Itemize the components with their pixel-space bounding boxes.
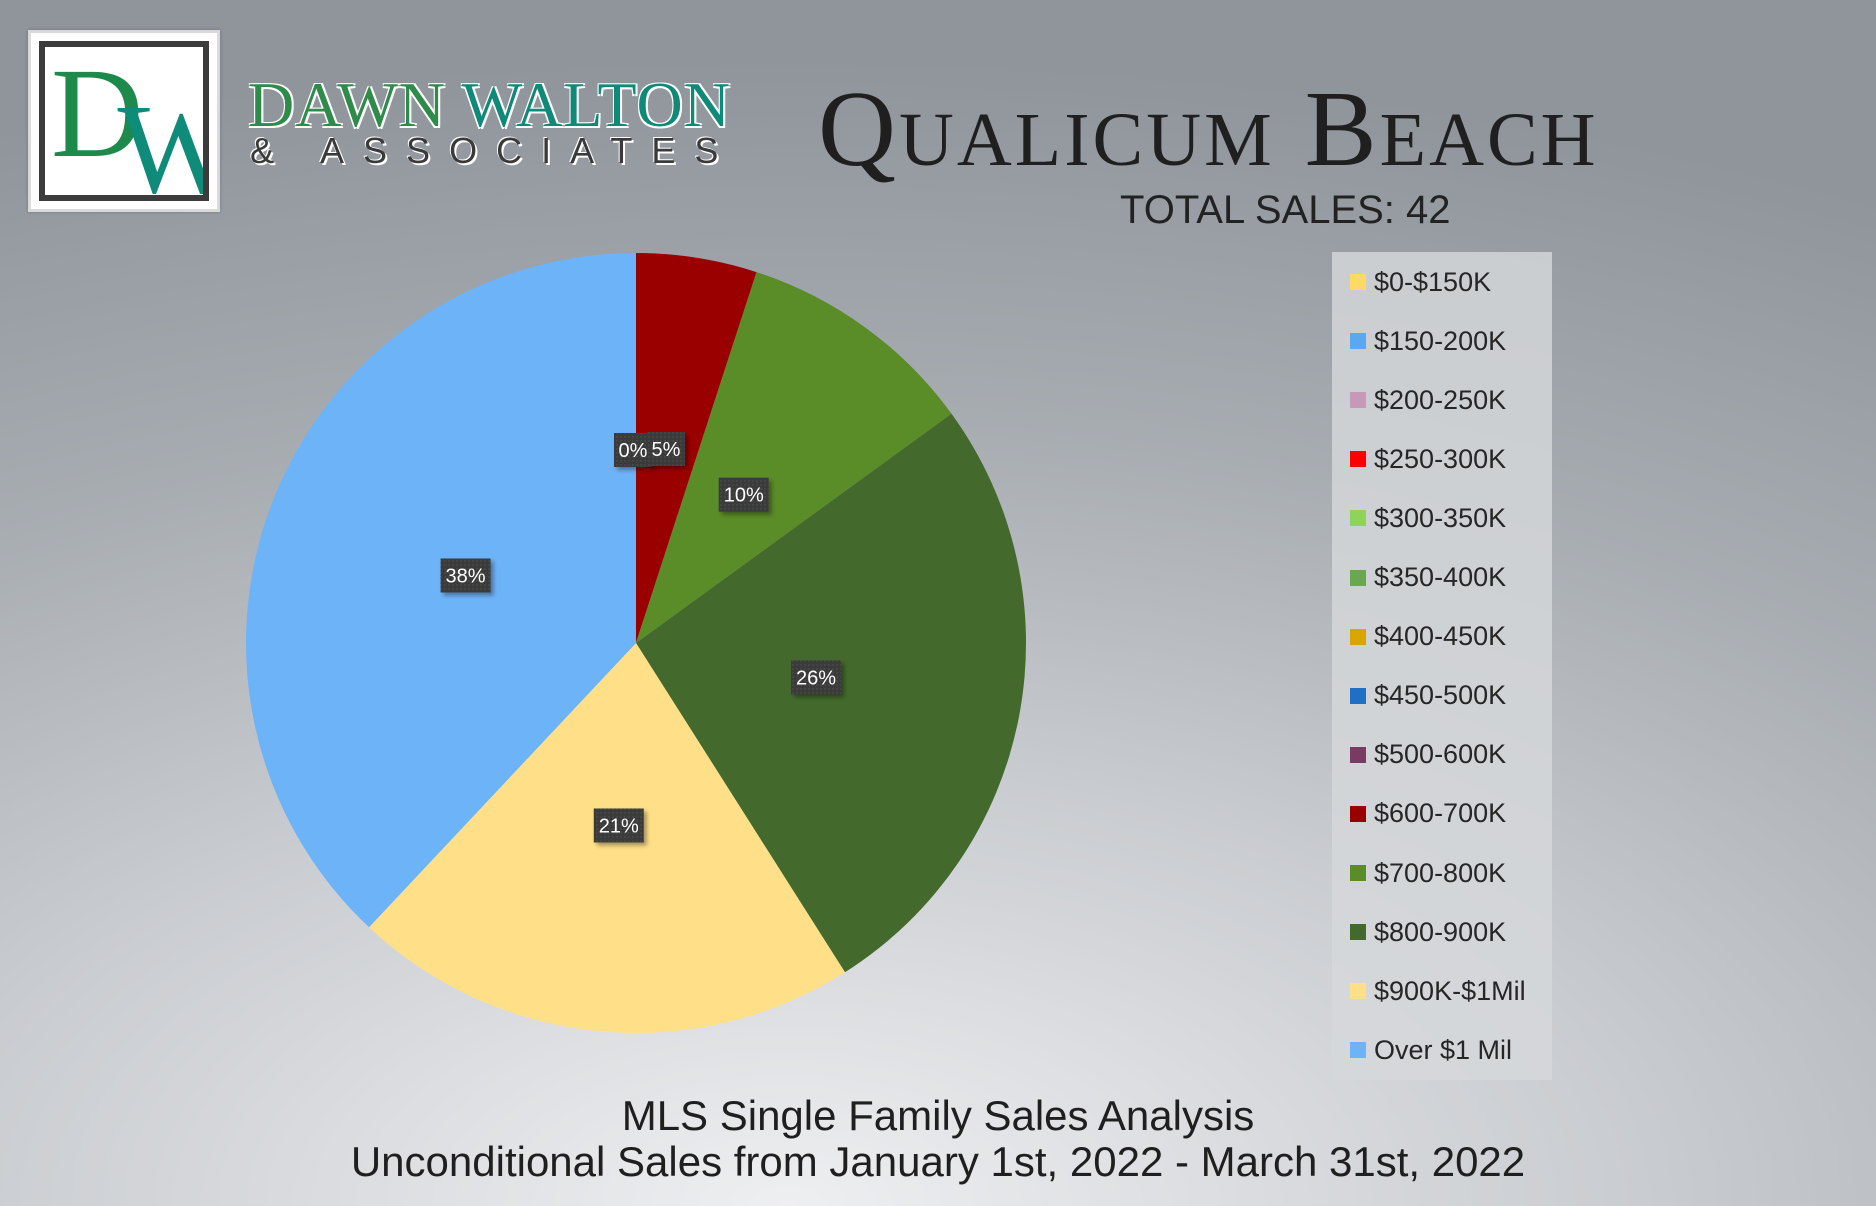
legend-item: $900K-$1Mil [1350, 974, 1526, 1008]
legend-swatch [1350, 569, 1366, 586]
legend-item: $200-250K [1350, 383, 1506, 417]
footer-date-range: Unconditional Sales from January 1st, 20… [350, 1138, 1526, 1185]
legend-swatch [1350, 687, 1366, 704]
legend-swatch [1350, 274, 1366, 290]
data-label-text: 0% [619, 440, 648, 462]
pie-slice-600-700k [636, 253, 757, 643]
logo-monogram: DW [51, 49, 203, 195]
data-label-box [440, 558, 491, 593]
pie-slice-700-800k [636, 272, 952, 643]
data-label-text: 21% [599, 815, 639, 837]
brand-name: DAWN WALTON [248, 68, 731, 142]
legend-swatch [1350, 510, 1366, 527]
legend-item: $0-$150K [1350, 265, 1491, 299]
data-label-box [614, 433, 652, 467]
legend-swatch [1350, 392, 1366, 409]
legend-label: Over $1 Mil [1374, 1034, 1513, 1065]
data-label-box [593, 808, 644, 843]
brand-subtitle: & ASSOCIATES [250, 130, 738, 171]
legend-label: $400-450K [1374, 621, 1507, 652]
pie-data-label: 5% [647, 432, 685, 466]
legend-item: $450-500K [1350, 679, 1506, 713]
legend: $0-$150K $150-200K $200-250K $250-300K $300-… [1332, 252, 1552, 1080]
page-title: Qualicum Beach [818, 70, 1599, 189]
data-label-text: 5% [652, 439, 681, 461]
brand-name-first: DAWN [248, 69, 446, 140]
legend-item: $500-600K [1350, 738, 1506, 772]
pie-data-label: 21% [593, 808, 644, 843]
legend-item: $250-300K [1350, 442, 1506, 476]
legend-item: $700-800K [1350, 856, 1506, 890]
legend-label: $900K-$1Mil [1374, 975, 1526, 1006]
brand-name-last: WALTON [461, 69, 731, 140]
legend-label: $200-250K [1374, 384, 1507, 415]
legend-item: $150-200K [1350, 324, 1506, 358]
data-label-box [791, 660, 842, 695]
legend-label: $800-900K [1374, 916, 1507, 947]
legend-label: $500-600K [1374, 739, 1507, 770]
data-label-box [718, 477, 769, 512]
pie-data-label: 10% [718, 477, 769, 512]
legend-swatch [1350, 924, 1366, 941]
legend-label: $700-800K [1374, 857, 1507, 888]
data-label-text: 10% [724, 485, 764, 507]
logo-frame: DW [39, 41, 209, 201]
data-label-text: 38% [446, 566, 486, 588]
legend-label: $350-400K [1374, 562, 1507, 592]
legend-item: $350-400K [1350, 561, 1506, 595]
pie-data-label: 38% [440, 558, 491, 593]
legend-swatch [1350, 628, 1366, 645]
legend-item: $400-450K [1350, 620, 1506, 654]
pie-data-labels: 0% 5% 10% 26% 21% 38% [440, 432, 842, 843]
legend-swatch [1350, 805, 1366, 822]
legend-item: $800-900K [1350, 915, 1506, 949]
legend-item: $300-350K [1350, 501, 1506, 535]
legend-item: Over $1 Mil [1350, 1033, 1512, 1067]
legend-label: $150-200K [1374, 325, 1507, 356]
data-label-box [647, 432, 685, 466]
footer-title: MLS Single Family Sales Analysis [621, 1092, 1255, 1139]
total-sales: TOTAL SALES: 42 [1120, 188, 1451, 232]
pie-data-label: 0% [614, 433, 652, 467]
data-label-text: 26% [796, 667, 836, 689]
legend-label: $600-700K [1374, 798, 1507, 829]
logo-letter-w: W [117, 78, 209, 201]
legend-label: $0-$150K [1374, 266, 1492, 297]
legend-label: $450-500K [1374, 680, 1507, 711]
legend-item: $600-700K [1350, 797, 1506, 831]
legend-swatch [1350, 865, 1366, 881]
pie-slices [245, 252, 1026, 1034]
legend-swatch [1350, 746, 1366, 763]
legend-label: $300-350K [1374, 502, 1507, 533]
logo: DW [28, 30, 220, 212]
pie-data-label: 26% [791, 660, 842, 695]
legend-label: $250-300K [1374, 443, 1507, 474]
legend-swatch [1350, 333, 1366, 350]
legend-swatch [1350, 1042, 1366, 1059]
legend-swatch [1350, 451, 1366, 468]
legend-swatch [1350, 983, 1366, 1000]
